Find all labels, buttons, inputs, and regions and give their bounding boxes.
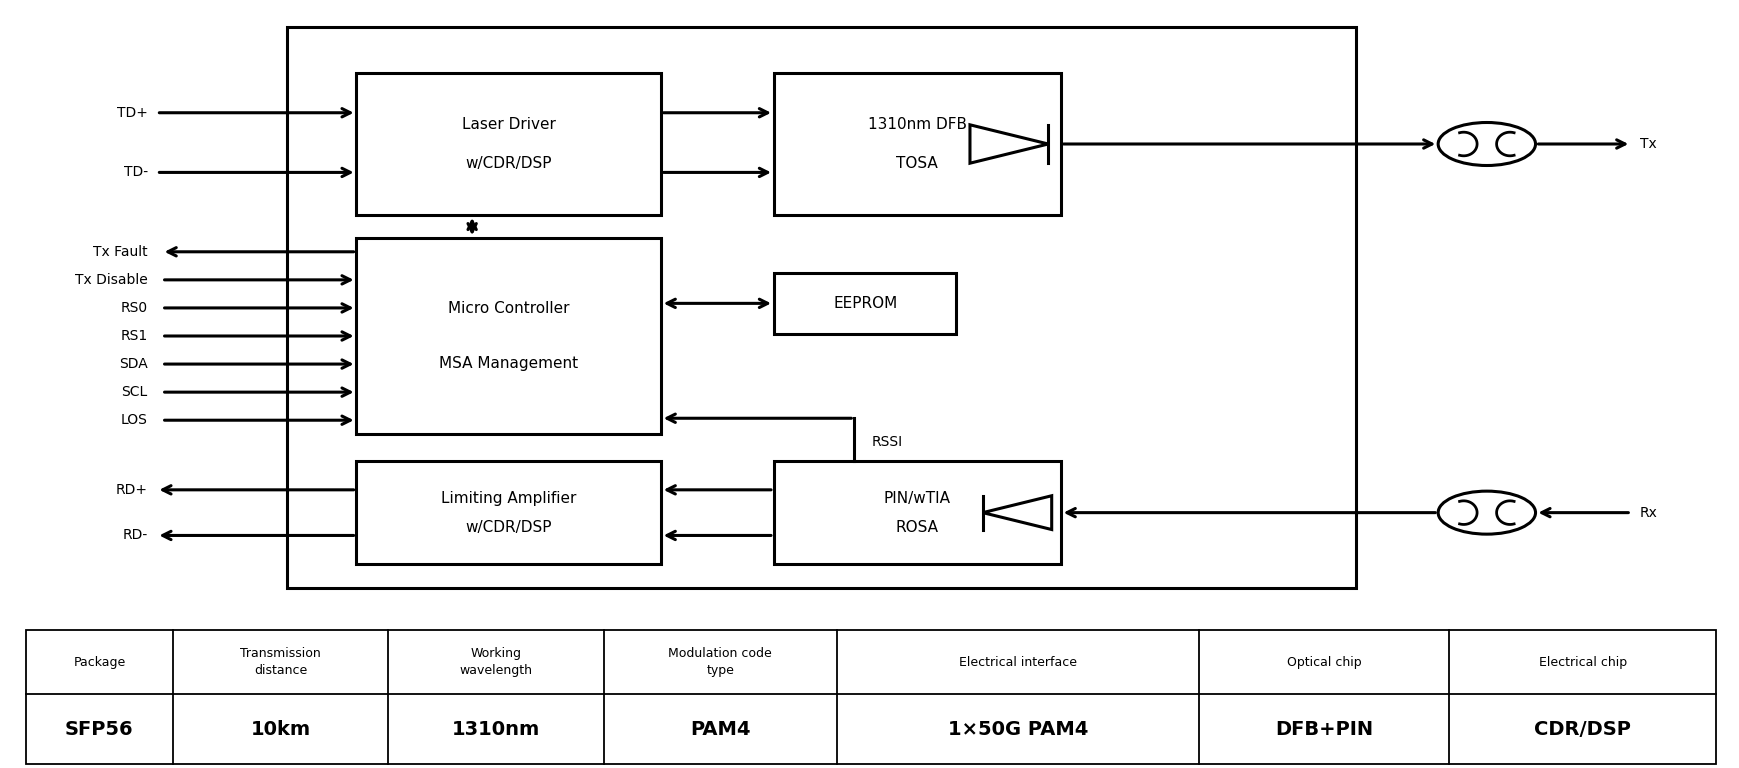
Text: Tx: Tx: [1640, 137, 1657, 151]
Text: 1×50G PAM4: 1×50G PAM4: [948, 720, 1089, 739]
Text: Electrical chip: Electrical chip: [1539, 656, 1626, 668]
Text: w/CDR/DSP: w/CDR/DSP: [466, 520, 551, 535]
Circle shape: [1438, 122, 1536, 166]
Text: PIN/wTIA: PIN/wTIA: [883, 491, 951, 505]
Bar: [356, 238, 661, 434]
Text: w/CDR/DSP: w/CDR/DSP: [466, 157, 551, 171]
Text: Electrical interface: Electrical interface: [958, 656, 1076, 668]
Text: Modulation code
type: Modulation code type: [668, 647, 772, 677]
Text: RS1: RS1: [120, 329, 148, 343]
Bar: [356, 73, 661, 215]
Text: TD-: TD-: [123, 165, 148, 180]
Text: Transmission
distance: Transmission distance: [240, 647, 322, 677]
Bar: [356, 461, 661, 564]
Text: SFP56: SFP56: [64, 720, 134, 739]
Text: TD+: TD+: [117, 106, 148, 120]
Text: EEPROM: EEPROM: [833, 296, 897, 311]
Text: RS0: RS0: [120, 301, 148, 315]
Bar: [774, 273, 956, 334]
Text: Working
wavelength: Working wavelength: [459, 647, 532, 677]
Text: CDR/DSP: CDR/DSP: [1534, 720, 1631, 739]
Text: Micro Controller: Micro Controller: [449, 301, 569, 316]
Text: Laser Driver: Laser Driver: [463, 117, 555, 131]
Text: RSSI: RSSI: [871, 435, 903, 449]
Bar: [774, 73, 1061, 215]
Text: LOS: LOS: [122, 413, 148, 427]
Text: Tx Fault: Tx Fault: [94, 245, 148, 259]
Text: Limiting Amplifier: Limiting Amplifier: [442, 491, 576, 505]
Bar: [287, 27, 1356, 588]
Text: TOSA: TOSA: [896, 157, 939, 171]
Text: 1310nm: 1310nm: [452, 720, 541, 739]
Circle shape: [1438, 492, 1536, 535]
Text: RD+: RD+: [117, 483, 148, 497]
Bar: [774, 461, 1061, 564]
Text: 1310nm DFB: 1310nm DFB: [868, 117, 967, 131]
Text: DFB+PIN: DFB+PIN: [1275, 720, 1374, 739]
Text: ROSA: ROSA: [896, 520, 939, 535]
Text: Optical chip: Optical chip: [1287, 656, 1362, 668]
Text: RD-: RD-: [122, 528, 148, 542]
Polygon shape: [983, 496, 1052, 530]
Text: SDA: SDA: [118, 357, 148, 371]
Text: PAM4: PAM4: [690, 720, 751, 739]
Text: Tx Disable: Tx Disable: [75, 273, 148, 287]
Bar: [26, 630, 1716, 764]
Text: 10km: 10km: [250, 720, 311, 739]
Text: Rx: Rx: [1640, 505, 1657, 520]
Text: Package: Package: [73, 656, 125, 668]
Text: SCL: SCL: [122, 385, 148, 399]
Text: MSA Management: MSA Management: [438, 356, 579, 371]
Polygon shape: [970, 124, 1049, 164]
